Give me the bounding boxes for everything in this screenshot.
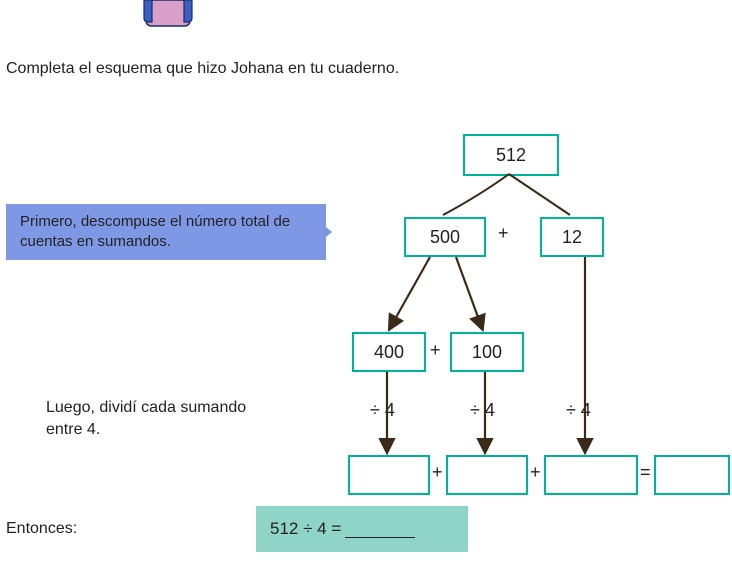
box-l2-right: 100 — [450, 332, 524, 372]
box-l1-left: 500 — [404, 217, 486, 257]
box-root-value: 512 — [496, 145, 526, 166]
conclusion-box: 512 ÷ 4 = — [256, 506, 468, 552]
box-l1-right: 12 — [540, 217, 604, 257]
box-root: 512 — [463, 134, 559, 176]
box-l2-right-value: 100 — [472, 342, 502, 363]
box-l2-left-value: 400 — [374, 342, 404, 363]
character-illustration — [140, 0, 196, 28]
callout-step1-text: Primero, descompuse el número total de c… — [20, 212, 312, 253]
box-l1-right-value: 12 — [562, 227, 582, 248]
divop-1: ÷ 4 — [370, 400, 395, 421]
conclusion-expr: 512 ÷ 4 = — [270, 519, 341, 539]
conclusion-blank[interactable] — [345, 520, 415, 538]
step2-text: Luego, dividí cada sumando entre 4. — [46, 397, 286, 442]
callout-step1-arrow — [298, 204, 332, 260]
result-box-eq[interactable] — [654, 455, 730, 495]
divop-3: ÷ 4 — [566, 400, 591, 421]
result-eq: = — [640, 462, 651, 483]
conclusion-label: Entonces: — [6, 520, 77, 538]
callout-step1: Primero, descompuse el número total de c… — [6, 204, 326, 260]
result-box-2[interactable] — [446, 455, 528, 495]
result-box-3[interactable] — [544, 455, 638, 495]
result-box-1[interactable] — [348, 455, 430, 495]
box-l1-left-value: 500 — [430, 227, 460, 248]
op-l1-plus: + — [498, 223, 509, 244]
result-plus-1: + — [432, 462, 443, 483]
box-l2-left: 400 — [352, 332, 426, 372]
op-l2-plus: + — [430, 340, 441, 361]
result-plus-2: + — [530, 462, 541, 483]
instruction-text: Completa el esquema que hizo Johana en t… — [6, 60, 399, 78]
divop-2: ÷ 4 — [470, 400, 495, 421]
